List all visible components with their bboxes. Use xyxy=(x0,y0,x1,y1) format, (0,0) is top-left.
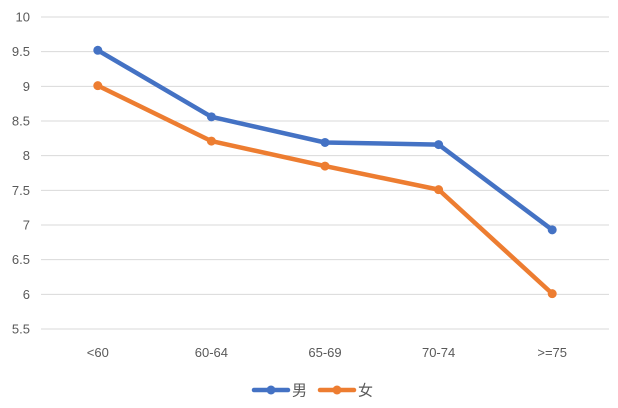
y-tick-label: 7 xyxy=(23,218,30,233)
legend: 男女 xyxy=(251,382,373,400)
x-tick-label: 60-64 xyxy=(195,345,228,360)
y-axis-ticks: 5.5 6 6.5 7 7.5 8 8.5 9 9.5 10 xyxy=(12,10,30,337)
data-point xyxy=(206,136,216,146)
data-point xyxy=(434,185,444,195)
y-tick-label: 10 xyxy=(16,10,30,25)
gridlines xyxy=(41,16,609,330)
y-tick-label: 8 xyxy=(23,148,30,163)
y-tick-label: 8.5 xyxy=(12,114,30,129)
y-tick-label: 9 xyxy=(23,79,30,94)
legend-label: 男 xyxy=(292,382,307,400)
x-tick-label: >=75 xyxy=(537,345,567,360)
y-tick-label: 5.5 xyxy=(12,322,30,337)
y-tick-label: 6.5 xyxy=(12,252,30,267)
x-tick-label: 65-69 xyxy=(308,345,341,360)
x-tick-label: <60 xyxy=(87,345,109,360)
data-point xyxy=(547,225,557,235)
legend-label: 女 xyxy=(358,382,373,400)
x-axis-ticks: <60 60-64 65-69 70-74 >=75 xyxy=(87,345,567,360)
data-point xyxy=(93,45,103,55)
y-tick-label: 6 xyxy=(23,287,30,302)
data-point xyxy=(320,137,330,147)
legend-marker xyxy=(266,385,276,395)
data-point xyxy=(434,140,444,150)
data-point xyxy=(320,161,330,171)
legend-marker xyxy=(332,385,342,395)
y-tick-label: 7.5 xyxy=(12,183,30,198)
data-point xyxy=(93,81,103,91)
x-tick-label: 70-74 xyxy=(422,345,455,360)
series-group xyxy=(93,45,557,299)
y-tick-label: 9.5 xyxy=(12,44,30,59)
series-line-1 xyxy=(95,83,555,296)
data-point xyxy=(206,112,216,122)
data-point xyxy=(547,289,557,299)
